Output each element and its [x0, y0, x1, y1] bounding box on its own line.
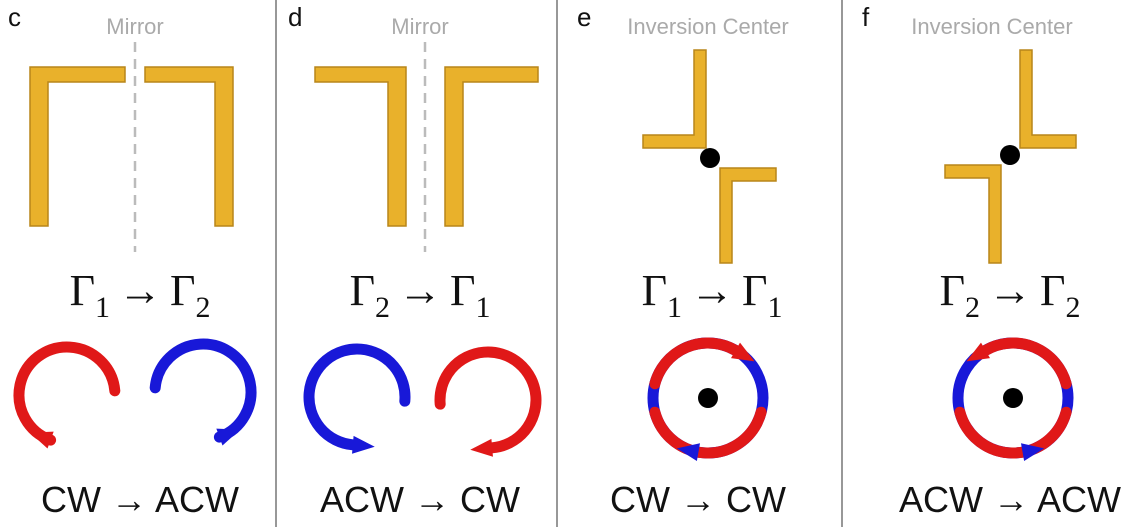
arrow-head [216, 428, 241, 446]
gold-shape [29, 66, 126, 227]
panel-title: Inversion Center [627, 14, 788, 39]
rotation-arc [649, 337, 741, 390]
rotation-arc [434, 346, 542, 454]
rotation-arc [149, 338, 257, 443]
symbol: Γ [642, 266, 667, 315]
subscript: 2 [965, 291, 980, 324]
gold-shape [144, 66, 234, 227]
panel-letter: f [862, 2, 870, 32]
panel-letter: e [577, 2, 591, 32]
center-dot [698, 388, 718, 408]
gold-shape [314, 66, 407, 227]
symbol: Γ [450, 266, 475, 315]
panel-title: Mirror [106, 14, 163, 39]
subscript: 1 [667, 291, 682, 324]
subscript: 1 [767, 291, 782, 324]
panel-letter: d [288, 2, 302, 32]
subscript: 1 [95, 291, 110, 324]
gold-shape [1019, 49, 1077, 149]
arrow: → [118, 266, 162, 315]
panel-title: Mirror [391, 14, 448, 39]
rotation-label: CW → CW [610, 479, 786, 520]
rotation-label: ACW → ACW [899, 479, 1121, 520]
transform: Γ2 → Γ2 [940, 266, 1081, 324]
arrow: → [690, 266, 734, 315]
arrow-head [1020, 443, 1045, 462]
transform: Γ1 → Γ1 [642, 266, 783, 324]
symbol: Γ [742, 266, 767, 315]
center-dot [1003, 388, 1023, 408]
rotation-arc [980, 337, 1072, 390]
subscript: 2 [375, 291, 390, 324]
subscript: 1 [475, 291, 490, 324]
panel-title: Inversion Center [911, 14, 1072, 39]
subscript: 2 [1065, 291, 1080, 324]
arrow-head [676, 443, 701, 462]
rotation-label: CW → ACW [41, 479, 239, 520]
symbol: Γ [940, 266, 965, 315]
gold-shape [642, 49, 707, 149]
symbol: Γ [350, 266, 375, 315]
panel-letter: c [8, 2, 21, 32]
gold-shape [944, 164, 1002, 264]
inversion-center [1000, 145, 1020, 165]
arrow-head [470, 438, 493, 457]
transform: Γ1 → Γ2 [70, 266, 211, 324]
symbol: Γ [1040, 266, 1065, 315]
symbol: Γ [70, 266, 95, 315]
inversion-center [700, 148, 720, 168]
arrow-head [731, 342, 755, 362]
arrow-head [29, 431, 54, 449]
arrow: → [398, 266, 442, 315]
transform: Γ2 → Γ1 [350, 266, 491, 324]
rotation-arc [649, 406, 767, 459]
arrow: → [988, 266, 1032, 315]
arrow-head [352, 435, 375, 454]
gold-shape [719, 167, 777, 264]
rotation-label: ACW → CW [320, 479, 520, 520]
rotation-arc [303, 343, 411, 451]
gold-shape [444, 66, 539, 227]
rotation-arc [13, 341, 121, 446]
arrow-head [966, 342, 990, 362]
symbol: Γ [170, 266, 195, 315]
rotation-arc [954, 406, 1072, 459]
subscript: 2 [195, 291, 210, 324]
